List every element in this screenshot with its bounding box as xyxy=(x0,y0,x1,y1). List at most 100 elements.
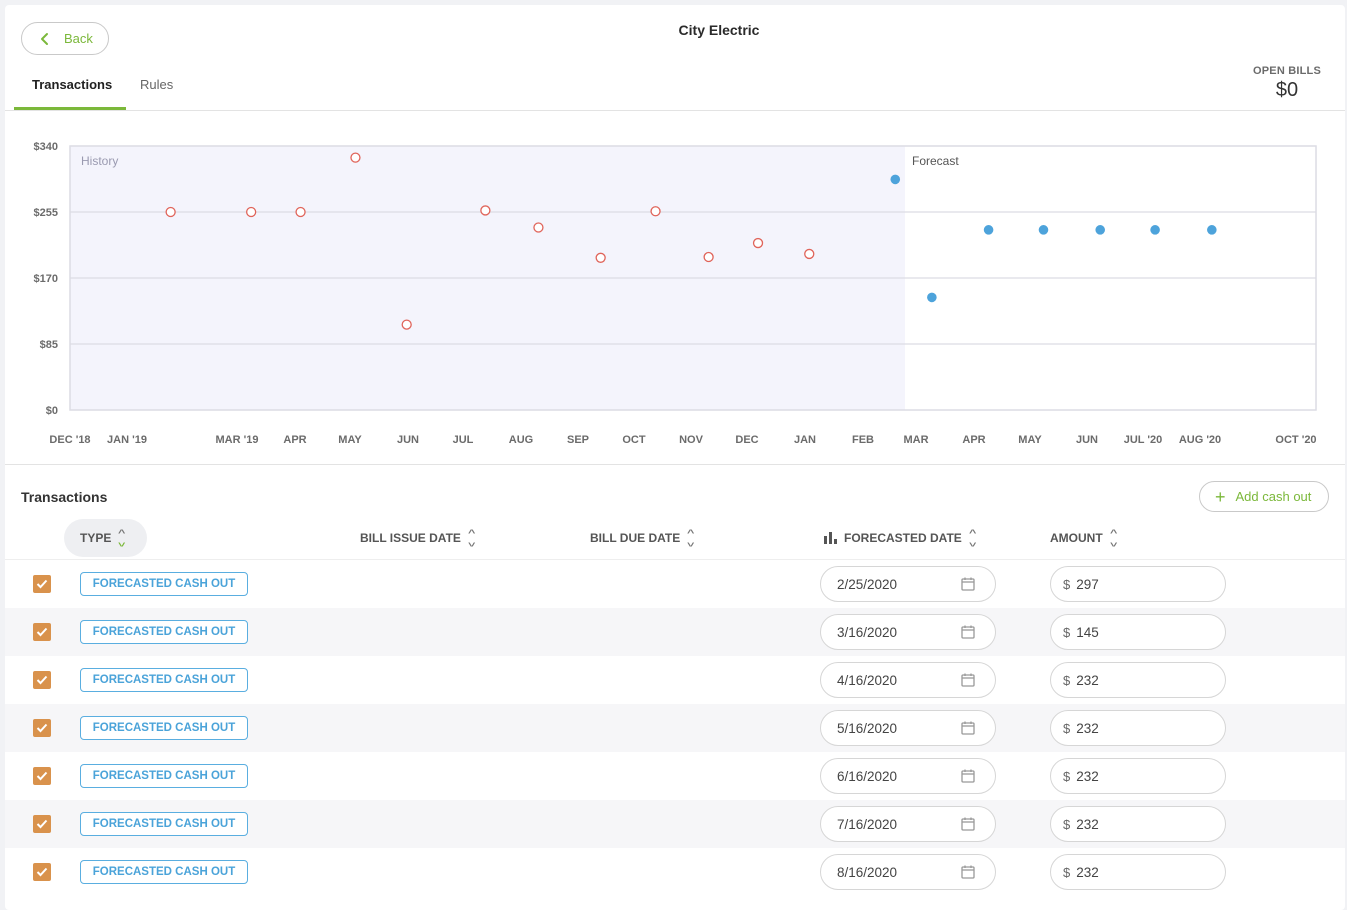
row-checkbox[interactable] xyxy=(33,863,51,881)
type-badge: FORECASTED CASH OUT xyxy=(80,716,248,740)
x-tick-label: JUN xyxy=(1076,434,1098,446)
x-tick-label: APR xyxy=(962,434,985,446)
forecasted-date-input[interactable]: 4/16/2020 xyxy=(820,662,996,698)
column-forecasted-label: FORECASTED DATE xyxy=(844,531,962,545)
column-bill-issue-label: BILL ISSUE DATE xyxy=(360,531,461,545)
scatter-chart: $340 $255 $170 $85 $0 DEC '18 JAN '19 MAR '19 AP… xyxy=(34,141,1317,446)
open-bills-label: OPEN BILLS xyxy=(1252,65,1321,77)
calendar-icon[interactable] xyxy=(961,721,975,735)
plus-icon: + xyxy=(1215,486,1226,507)
amount-input[interactable]: $297 xyxy=(1050,566,1226,602)
table-row: FORECASTED CASH OUT 2/25/2020 $297 xyxy=(5,560,1345,608)
forecasted-date-input[interactable]: 3/16/2020 xyxy=(820,614,996,650)
amount-input[interactable]: $232 xyxy=(1050,662,1226,698)
x-tick-label: JUL xyxy=(453,434,474,446)
forecast-point xyxy=(1150,225,1160,235)
history-point xyxy=(480,205,491,216)
row-checkbox[interactable] xyxy=(33,623,51,641)
open-bills-value: $0 xyxy=(1275,79,1299,101)
column-header-bill-issue-date[interactable]: BILL ISSUE DATE ^ ^ xyxy=(360,519,476,557)
amount-input[interactable]: $232 xyxy=(1050,758,1226,794)
forecast-label: Forecast xyxy=(912,154,959,168)
amount-input[interactable]: $232 xyxy=(1050,710,1226,746)
type-badge: FORECASTED CASH OUT xyxy=(80,764,248,788)
column-header-amount[interactable]: AMOUNT ^ ^ xyxy=(1050,519,1117,557)
type-badge: FORECASTED CASH OUT xyxy=(80,668,248,692)
chevron-left-icon xyxy=(41,32,48,45)
x-tick-label: SEP xyxy=(567,434,589,446)
forecasted-date-input[interactable]: 2/25/2020 xyxy=(820,566,996,602)
add-cash-out-button[interactable]: + Add cash out xyxy=(1199,481,1329,512)
calendar-icon[interactable] xyxy=(961,577,975,591)
currency-symbol: $ xyxy=(1063,816,1071,832)
tab-bar: Transactions Rules xyxy=(14,70,196,111)
page-title: City Electric xyxy=(678,22,760,38)
column-header-type[interactable]: TYPE ^ ^ xyxy=(64,519,147,557)
amount-input[interactable]: $232 xyxy=(1050,854,1226,890)
tab-rules[interactable]: Rules xyxy=(140,77,174,92)
add-cash-out-label: Add cash out xyxy=(1235,489,1312,504)
table-row: FORECASTED CASH OUT 4/16/2020 $232 xyxy=(5,656,1345,704)
calendar-icon[interactable] xyxy=(961,769,975,783)
sort-icon: ^ ^ xyxy=(687,528,695,549)
column-header-forecasted-date[interactable]: FORECASTED DATE ^ ^ xyxy=(824,519,976,557)
calendar-icon[interactable] xyxy=(961,865,975,879)
amount-input[interactable]: $145 xyxy=(1050,614,1226,650)
x-tick-label: DEC xyxy=(735,434,758,446)
transactions-title: Transactions xyxy=(21,489,108,505)
forecasted-date-input[interactable]: 6/16/2020 xyxy=(820,758,996,794)
row-checkbox[interactable] xyxy=(33,767,51,785)
bill-chart: $340 $255 $170 $85 $0 DEC '18 JAN '19 MAR '19 AP… xyxy=(5,135,1345,455)
history-point xyxy=(350,152,361,163)
x-tick-label: NOV xyxy=(679,434,704,446)
forecasted-date-input[interactable]: 8/16/2020 xyxy=(820,854,996,890)
header-divider xyxy=(5,110,1345,111)
x-tick-label: JAN xyxy=(794,434,816,446)
forecasted-date-value: 3/16/2020 xyxy=(837,624,898,640)
row-checkbox[interactable] xyxy=(33,671,51,689)
y-tick-label: $85 xyxy=(40,339,58,351)
forecasted-date-input[interactable]: 5/16/2020 xyxy=(820,710,996,746)
back-button[interactable]: Back xyxy=(21,22,109,55)
y-tick-label: $255 xyxy=(34,207,58,219)
row-checkbox[interactable] xyxy=(33,575,51,593)
open-bills-summary: OPEN BILLS $0 xyxy=(1253,65,1321,102)
table-header-divider xyxy=(5,559,1345,560)
section-divider xyxy=(5,464,1345,465)
forecast-point xyxy=(983,225,994,235)
forecasted-date-value: 8/16/2020 xyxy=(837,864,898,880)
sort-icon: ^ ^ xyxy=(118,528,126,549)
main-card: Back City Electric Transactions Rules OP… xyxy=(5,5,1345,910)
x-tick-label: JUN xyxy=(397,434,419,446)
table-row: FORECASTED CASH OUT 7/16/2020 $232 xyxy=(5,800,1345,848)
tab-transactions[interactable]: Transactions xyxy=(14,70,126,111)
history-point xyxy=(650,206,661,217)
column-header-bill-due-date[interactable]: BILL DUE DATE ^ ^ xyxy=(590,519,695,557)
calendar-icon[interactable] xyxy=(961,817,975,831)
forecasted-date-value: 2/25/2020 xyxy=(837,576,898,592)
amount-input[interactable]: $232 xyxy=(1050,806,1226,842)
x-tick-label: AUG xyxy=(509,434,533,446)
forecasted-date-value: 4/16/2020 xyxy=(837,672,898,688)
x-tick-label: MAY xyxy=(1018,434,1042,446)
x-tick-label: MAY xyxy=(338,434,362,446)
sort-icon: ^ ^ xyxy=(467,528,476,549)
x-tick-label: MAR '19 xyxy=(216,434,259,446)
currency-symbol: $ xyxy=(1063,672,1071,688)
row-checkbox[interactable] xyxy=(33,815,51,833)
x-tick-label: DEC '18 xyxy=(49,434,90,446)
calendar-icon[interactable] xyxy=(961,673,975,687)
forecast-point xyxy=(1038,225,1049,235)
forecasted-date-input[interactable]: 7/16/2020 xyxy=(820,806,996,842)
calendar-icon[interactable] xyxy=(961,625,975,639)
table-row: FORECASTED CASH OUT 6/16/2020 $232 xyxy=(5,752,1345,800)
sort-icon: ^ ^ xyxy=(1109,528,1117,549)
history-point xyxy=(246,206,257,218)
amount-value: 232 xyxy=(1076,816,1099,832)
amount-value: 232 xyxy=(1076,672,1099,688)
x-tick-label: MAR xyxy=(903,434,928,446)
x-tick-label: OCT '20 xyxy=(1275,434,1316,446)
row-checkbox[interactable] xyxy=(33,719,51,737)
history-point xyxy=(533,222,544,233)
history-label: History xyxy=(81,154,118,168)
